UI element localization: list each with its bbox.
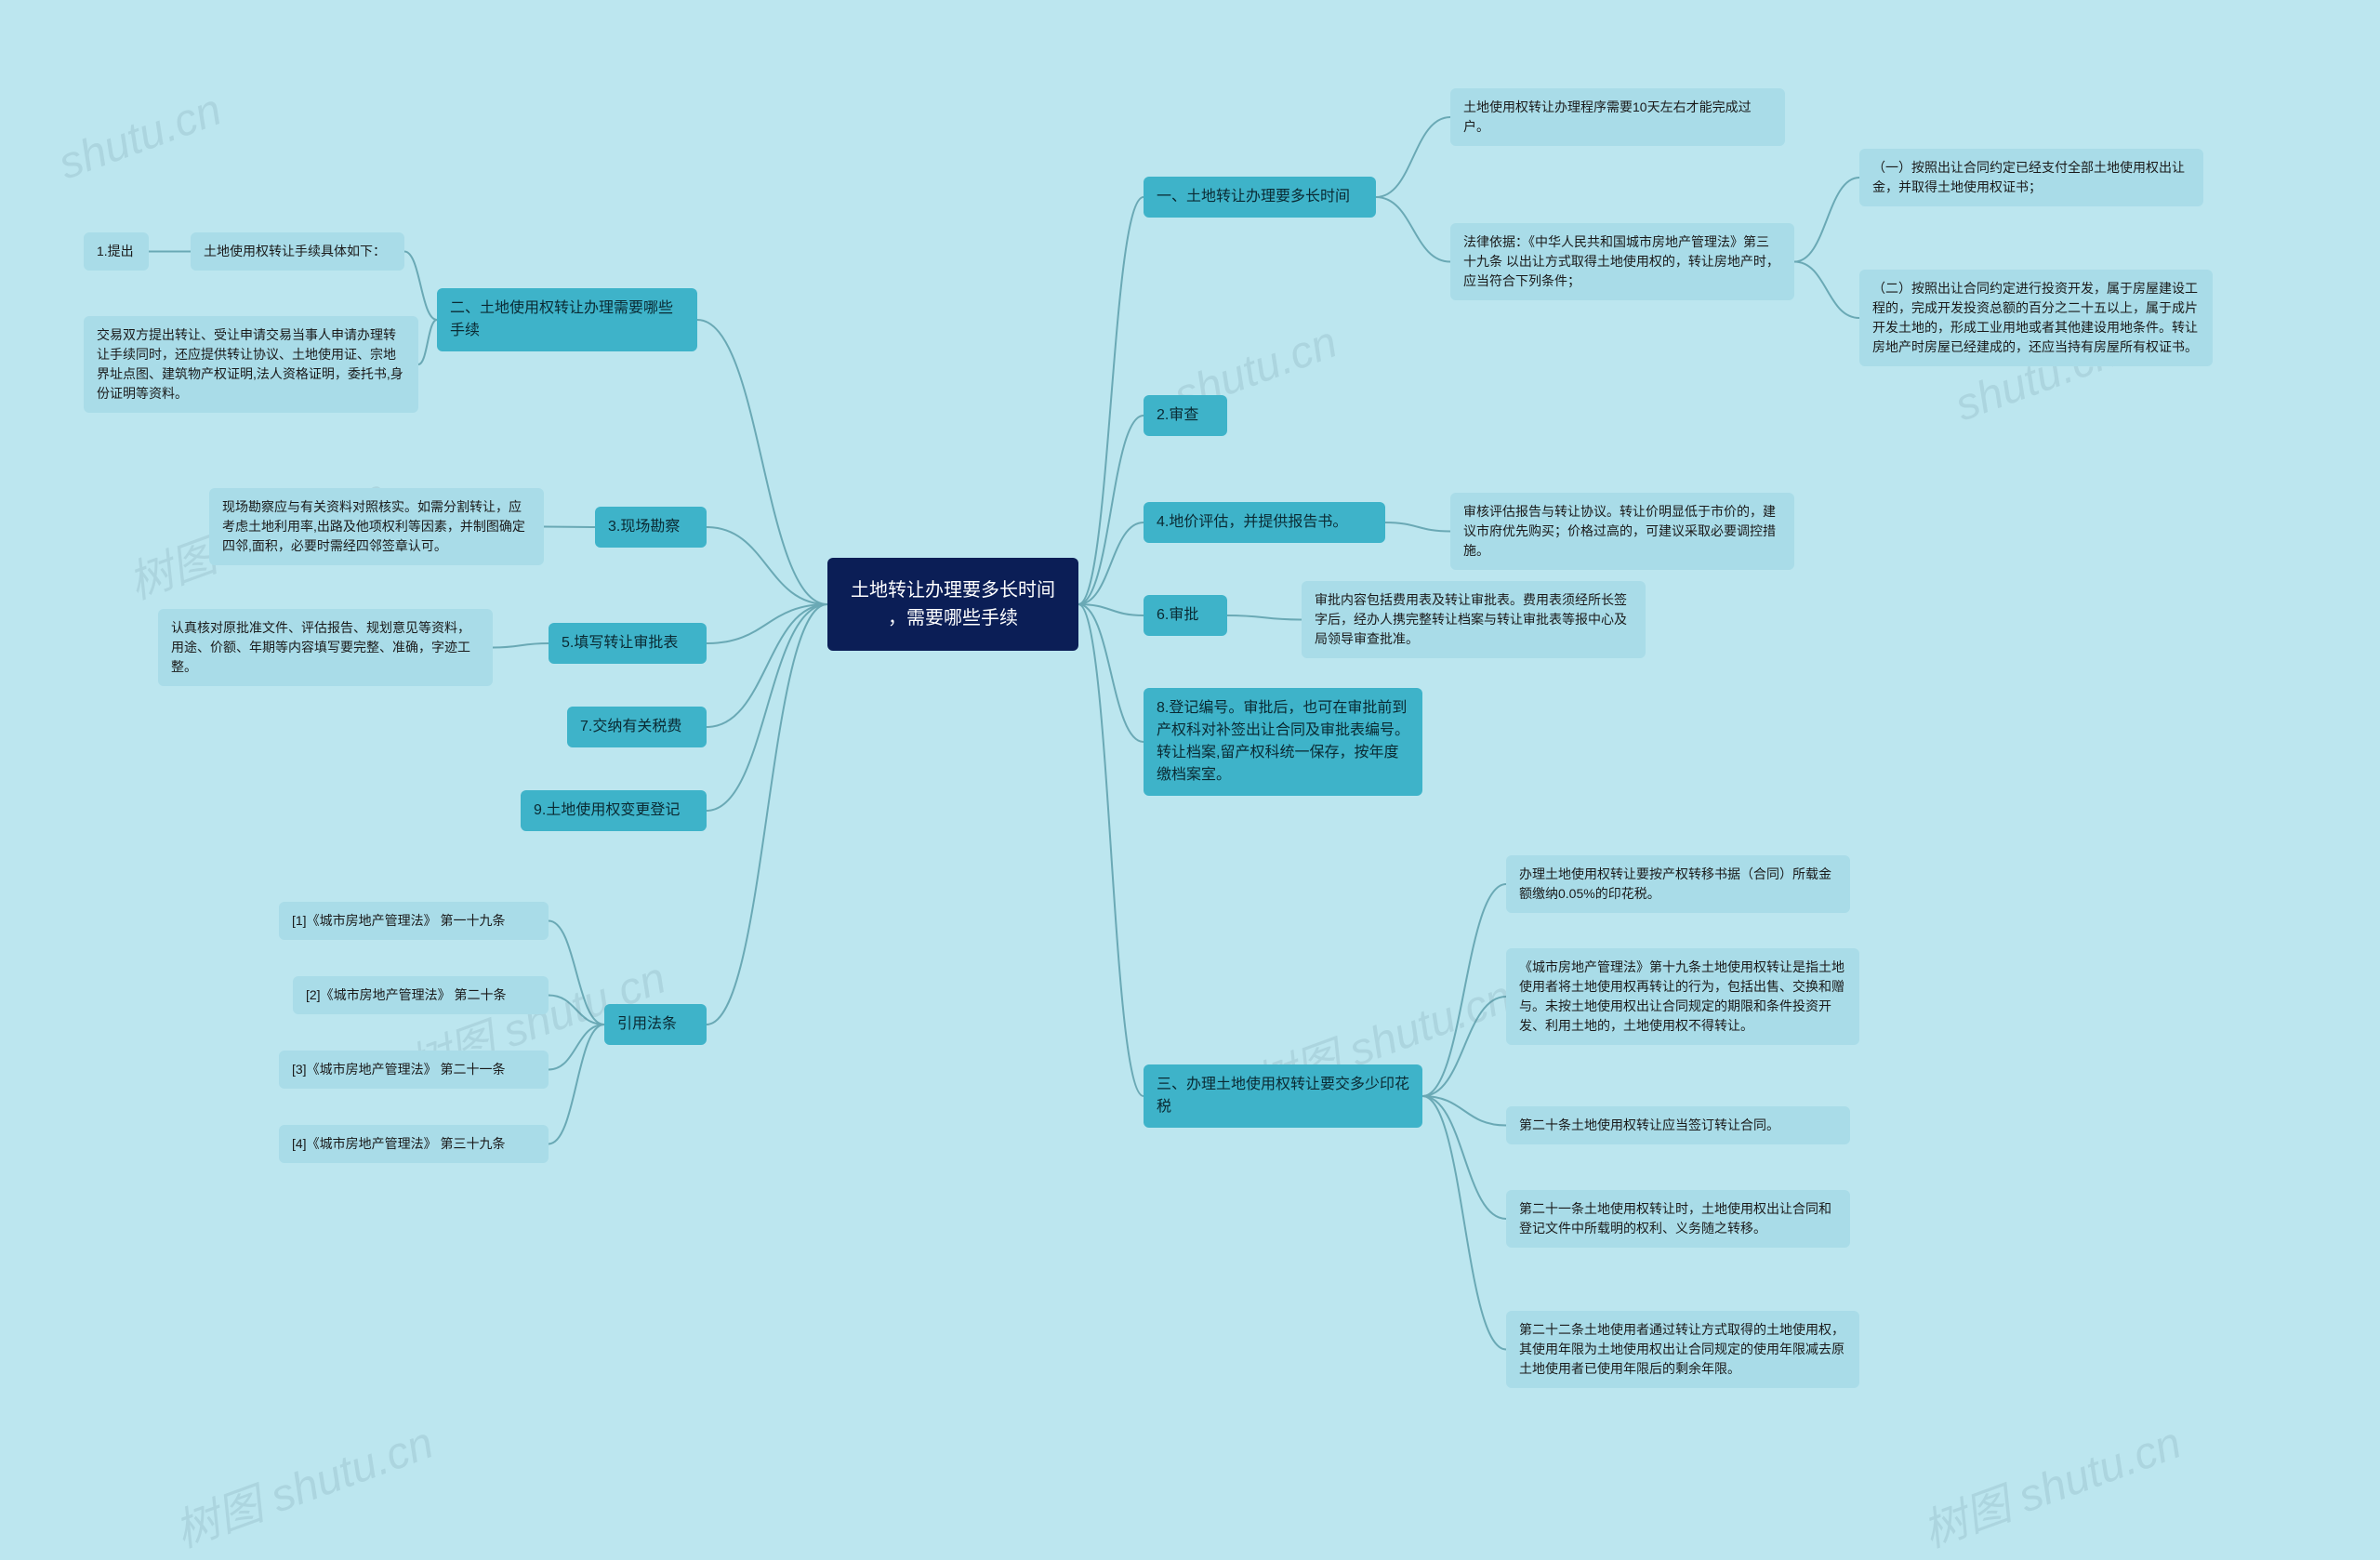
root-node: 土地转让办理要多长时间，需要哪些手续	[827, 558, 1078, 651]
branch-node: 4.地价评估，并提供报告书。	[1144, 502, 1385, 543]
leaf-node: 土地使用权转让手续具体如下：	[191, 232, 404, 271]
branch-node: 2.审查	[1144, 395, 1227, 436]
leaf-node: [2]《城市房地产管理法》 第二十条	[293, 976, 549, 1014]
branch-node: 二、土地使用权转让办理需要哪些手续	[437, 288, 697, 351]
leaf-node: 审核评估报告与转让协议。转让价明显低于市价的，建议市府优先购买；价格过高的，可建…	[1450, 493, 1794, 570]
leaf-node: 交易双方提出转让、受让申请交易当事人申请办理转让手续同时，还应提供转让协议、土地…	[84, 316, 418, 413]
leaf-node: 《城市房地产管理法》第十九条土地使用权转让是指土地使用者将土地使用权再转让的行为…	[1506, 948, 1859, 1045]
leaf-node: 法律依据：《中华人民共和国城市房地产管理法》第三十九条 以出让方式取得土地使用权…	[1450, 223, 1794, 300]
leaf-node: [4]《城市房地产管理法》 第三十九条	[279, 1125, 549, 1163]
leaf-node: （二）按照出让合同约定进行投资开发，属于房屋建设工程的，完成开发投资总额的百分之…	[1859, 270, 2213, 366]
leaf-node: 办理土地使用权转让要按产权转移书据（合同）所载金额缴纳0.05%的印花税。	[1506, 855, 1850, 913]
leaf-node: 1.提出	[84, 232, 149, 271]
branch-node: 三、办理土地使用权转让要交多少印花税	[1144, 1064, 1422, 1128]
leaf-node: 第二十条土地使用权转让应当签订转让合同。	[1506, 1106, 1850, 1144]
leaf-node: [1]《城市房地产管理法》 第一十九条	[279, 902, 549, 940]
branch-node: 引用法条	[604, 1004, 707, 1045]
leaf-node: 土地使用权转让办理程序需要10天左右才能完成过户。	[1450, 88, 1785, 146]
leaf-node: 第二十二条土地使用者通过转让方式取得的土地使用权，其使用年限为土地使用权出让合同…	[1506, 1311, 1859, 1388]
leaf-node: 第二十一条土地使用权转让时，土地使用权出让合同和登记文件中所载明的权利、义务随之…	[1506, 1190, 1850, 1248]
watermark: shutu.cn	[52, 85, 228, 191]
leaf-node: [3]《城市房地产管理法》 第二十一条	[279, 1051, 549, 1089]
watermark: 树图 shutu.cn	[165, 1406, 441, 1559]
branch-node: 8.登记编号。审批后，也可在审批前到产权科对补签出让合同及审批表编号。转让档案,…	[1144, 688, 1422, 796]
leaf-node: 审批内容包括费用表及转让审批表。费用表须经所长签字后，经办人携完整转让档案与转让…	[1302, 581, 1646, 658]
branch-node: 9.土地使用权变更登记	[521, 790, 707, 831]
branch-node: 5.填写转让审批表	[549, 623, 707, 664]
branch-node: 7.交纳有关税费	[567, 707, 707, 747]
watermark: 树图 shutu.cn	[1912, 1406, 2188, 1559]
branch-node: 一、土地转让办理要多长时间	[1144, 177, 1376, 218]
leaf-node: 认真核对原批准文件、评估报告、规划意见等资料，用途、价额、年期等内容填写要完整、…	[158, 609, 493, 686]
leaf-node: 现场勘察应与有关资料对照核实。如需分割转让，应考虑土地利用率,出路及他项权利等因…	[209, 488, 544, 565]
branch-node: 3.现场勘察	[595, 507, 707, 548]
branch-node: 6.审批	[1144, 595, 1227, 636]
leaf-node: （一）按照出让合同约定已经支付全部土地使用权出让金，并取得土地使用权证书；	[1859, 149, 2203, 206]
